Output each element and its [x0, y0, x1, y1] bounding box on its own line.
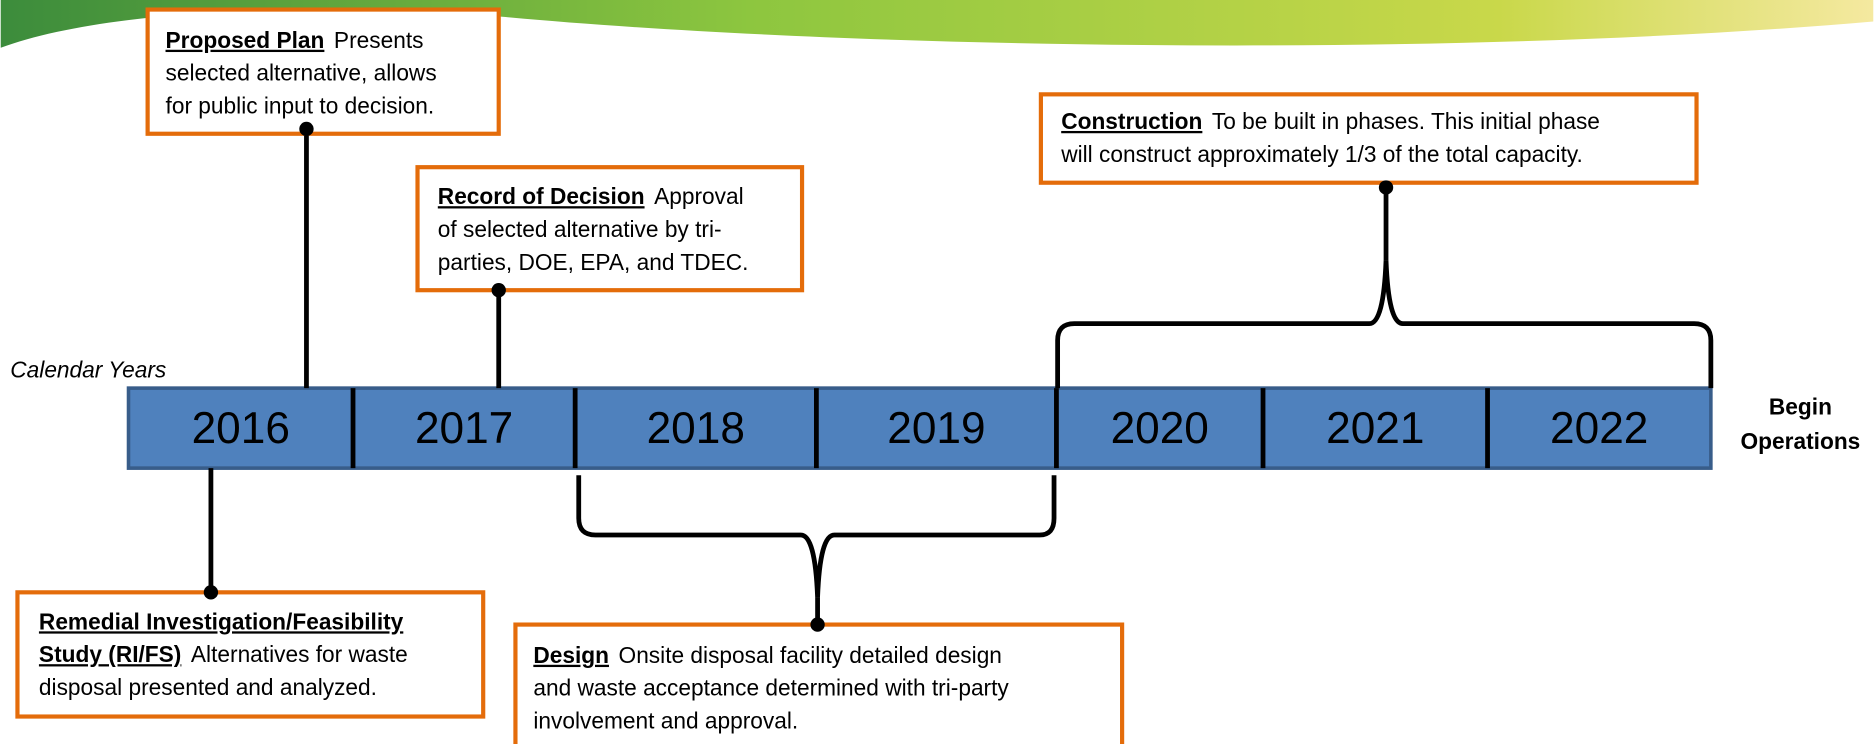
- box: [415, 165, 805, 293]
- dividers: [350, 388, 1490, 469]
- dots: [203, 121, 1394, 632]
- box-text: and waste acceptance determined with tri…: [533, 675, 1009, 701]
- axis-label: Calendar Years: [10, 356, 166, 382]
- year-labels: 2016 2017 2018 2019 2020 2021 2022: [192, 404, 1649, 453]
- box-body: will construct approximately 1/3 of the …: [1060, 141, 1583, 167]
- year-label: 2022: [1550, 404, 1648, 453]
- box-title: Remedial Investigation/Feasibility: [39, 608, 404, 634]
- box-body: of selected alternative by tri-: [438, 216, 722, 242]
- end-label: Begin: [1769, 393, 1832, 419]
- connectors: [208, 128, 1714, 625]
- box-text: Record of Decision Approval: [438, 183, 744, 209]
- box-body: Onsite disposal facility detailed design: [619, 642, 1002, 668]
- box-body: involvement and approval.: [533, 707, 798, 733]
- box-text: will construct approximately 1/3 of the …: [1060, 141, 1583, 167]
- box-title: Design: [533, 642, 609, 668]
- box-text: disposal presented and analyzed.: [39, 674, 377, 700]
- box-text: selected alternative, allows: [166, 60, 437, 86]
- box-body: Presents: [334, 27, 424, 53]
- year-label: 2019: [887, 404, 985, 453]
- box-body: for public input to decision.: [166, 92, 435, 118]
- boxes: Proposed Plan Presents selected alternativ…: [15, 7, 1699, 744]
- box-body: To be built in phases. This initial phas…: [1212, 108, 1600, 134]
- year-label: 2021: [1326, 404, 1424, 453]
- box-body: and waste acceptance determined with tri…: [533, 675, 1009, 701]
- box-body: selected alternative, allows: [166, 60, 437, 86]
- box-title: Study (RI/FS): [39, 641, 181, 667]
- box: [15, 590, 486, 719]
- box-text: Design Onsite disposal facility detailed …: [533, 642, 1002, 668]
- box: [145, 7, 501, 136]
- year-label: 2017: [415, 404, 513, 453]
- box-text: of selected alternative by tri-: [438, 216, 722, 242]
- box-text: involvement and approval.: [533, 707, 798, 733]
- year-label: 2018: [647, 404, 745, 453]
- box-text: Construction To be built in phases. This …: [1061, 108, 1600, 134]
- box-text: Study (RI/FS) Alternatives for waste: [39, 641, 408, 667]
- box-body: Alternatives for waste: [191, 641, 408, 667]
- box-body: parties, DOE, EPA, and TDEC.: [438, 249, 749, 275]
- box-text: Remedial Investigation/Feasibility: [39, 608, 404, 634]
- box-title: Construction: [1061, 108, 1202, 134]
- box-body: disposal presented and analyzed.: [39, 674, 377, 700]
- box: [1038, 92, 1699, 185]
- box-title: Record of Decision: [438, 183, 645, 209]
- box-text: for public input to decision.: [166, 92, 435, 118]
- box: [513, 622, 1125, 744]
- box-title: Proposed Plan: [166, 27, 325, 53]
- timeline-bar: [126, 386, 1713, 470]
- year-label: 2020: [1111, 404, 1209, 453]
- year-label: 2016: [192, 404, 290, 453]
- box-body: Approval: [654, 183, 744, 209]
- box-text: parties, DOE, EPA, and TDEC.: [438, 249, 749, 275]
- box-text: Proposed Plan Presents: [166, 27, 424, 53]
- end-label: Operations: [1741, 428, 1861, 454]
